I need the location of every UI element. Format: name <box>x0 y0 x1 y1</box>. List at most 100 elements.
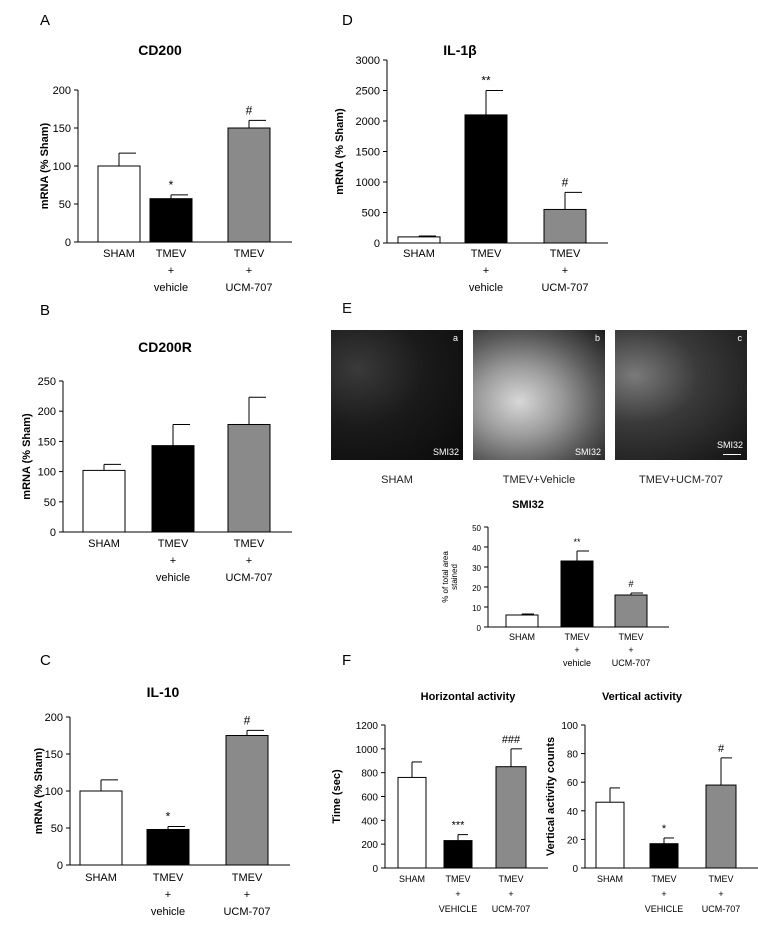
bar <box>97 165 141 243</box>
y-axis-label: Vertical activity counts <box>545 737 557 856</box>
significance-mark: # <box>246 103 253 117</box>
bar <box>543 208 587 244</box>
y-axis-label: mRNA (% Sham) <box>39 122 51 209</box>
bar <box>614 594 648 628</box>
y-tick-label: 10 <box>472 604 481 613</box>
micrograph-tmev-ucm707: c SMI32 <box>615 330 747 460</box>
y-tick-label: 500 <box>362 208 380 220</box>
category-label: + <box>170 555 176 567</box>
micrograph-sham: a SMI32 <box>331 330 463 460</box>
y-tick-label: 20 <box>472 584 481 593</box>
significance-mark: ** <box>481 74 491 88</box>
significance-mark: # <box>562 175 569 189</box>
y-tick-label: 100 <box>45 786 63 798</box>
category-label: UCM-707 <box>492 904 531 914</box>
chart-horizontal-activity: F Horizontal activity Time (sec) 0 200 400 600… <box>331 652 548 914</box>
category-label: TMEV <box>234 538 265 550</box>
micrograph-tmev-vehicle: b SMI32 <box>473 330 605 460</box>
category-label: + <box>244 889 250 901</box>
significance-mark: *** <box>452 820 466 832</box>
panel-label-d: D <box>342 12 353 29</box>
y-tick-label: 150 <box>45 749 63 761</box>
y-axis-label: Time (sec) <box>331 769 343 824</box>
y-tick-label: 150 <box>53 123 71 135</box>
micrograph-letter-b: b <box>594 333 600 343</box>
bar <box>397 236 441 244</box>
category-label: + <box>246 265 252 277</box>
y-axis-label: mRNA (% Sham) <box>33 747 45 834</box>
micrograph-caption-tmev-ucm707: TMEV+UCM-707 <box>638 474 724 486</box>
category-label: UCM-707 <box>225 282 272 294</box>
y-tick-label: 30 <box>472 564 481 573</box>
category-label: + <box>574 645 579 655</box>
chart-title: IL-1β <box>443 42 477 58</box>
significance-mark: # <box>244 713 251 727</box>
chart-title: SMI32 <box>512 499 544 511</box>
category-label: SHAM <box>85 872 117 884</box>
y-tick-label: 0 <box>65 237 71 249</box>
y-tick-label: 100 <box>53 161 71 173</box>
category-label: + <box>508 889 513 899</box>
chart-title: IL-10 <box>147 684 180 700</box>
y-tick-label: 20 <box>567 835 579 846</box>
category-label: SHAM <box>399 874 425 884</box>
y-tick-label: 0 <box>374 238 380 250</box>
y-tick-label: 1000 <box>356 177 380 189</box>
category-label: SHAM <box>597 874 623 884</box>
significance-mark: * <box>662 823 667 835</box>
micrograph-stain-tag: SMI32 <box>716 440 743 450</box>
y-tick-label: 100 <box>38 467 56 479</box>
y-tick-label: 800 <box>361 769 378 780</box>
bar <box>705 784 737 869</box>
bar <box>595 801 625 869</box>
y-axis-label: stained <box>450 564 459 590</box>
category-label: TMEV <box>234 248 265 260</box>
chart-title: CD200R <box>138 339 192 355</box>
bar <box>146 828 190 866</box>
y-tick-label: 200 <box>45 712 63 724</box>
chart-vertical-activity: Vertical activity Vertical activity count… <box>545 691 758 914</box>
panel-label-f1: F <box>342 652 351 669</box>
category-label: + <box>718 889 723 899</box>
y-tick-label: 80 <box>567 750 579 761</box>
scale-bar <box>723 454 741 455</box>
chart-il1b: D IL-1β mRNA (% Sham) 0 500 1000 1500 2000 2500 3… <box>334 12 608 294</box>
category-label: SHAM <box>103 248 135 260</box>
category-label: + <box>455 889 460 899</box>
category-label: TMEV <box>471 248 502 260</box>
y-tick-label: 400 <box>361 816 378 827</box>
y-tick-label: 0 <box>372 864 378 875</box>
y-tick-label: 1500 <box>356 147 380 159</box>
chart-title: Horizontal activity <box>421 691 517 703</box>
significance-mark: ### <box>502 734 521 746</box>
category-label: + <box>246 555 252 567</box>
bar <box>79 790 123 866</box>
y-tick-label: 100 <box>561 721 578 732</box>
significance-mark: * <box>166 810 171 824</box>
y-axis-label: % of total area <box>441 551 450 603</box>
significance-mark: # <box>718 743 725 755</box>
y-tick-label: 0 <box>57 860 63 872</box>
y-tick-label: 50 <box>59 199 71 211</box>
category-label: + <box>562 265 568 277</box>
category-label: vehicle <box>154 282 188 294</box>
significance-mark: * <box>169 178 174 192</box>
micrograph-caption-tmev-vehicle: TMEV+Vehicle <box>502 474 576 486</box>
category-label: TMEV <box>651 874 676 884</box>
category-label: TMEV <box>618 632 643 642</box>
y-tick-label: 2500 <box>356 86 380 98</box>
y-tick-label: 50 <box>44 497 56 509</box>
panel-label-b: B <box>40 302 50 319</box>
category-label: TMEV <box>232 872 263 884</box>
category-label: UCM-707 <box>612 658 651 668</box>
category-label: TMEV <box>156 248 187 260</box>
micrograph-caption-sham: SHAM <box>381 474 413 486</box>
category-label: TMEV <box>153 872 184 884</box>
category-label: UCM-707 <box>702 904 741 914</box>
y-tick-label: 600 <box>361 793 378 804</box>
bar <box>505 614 539 628</box>
micrograph-letter-c: c <box>737 333 743 343</box>
category-label: SHAM <box>403 248 435 260</box>
y-tick-label: 200 <box>361 840 378 851</box>
y-tick-label: 40 <box>567 807 579 818</box>
